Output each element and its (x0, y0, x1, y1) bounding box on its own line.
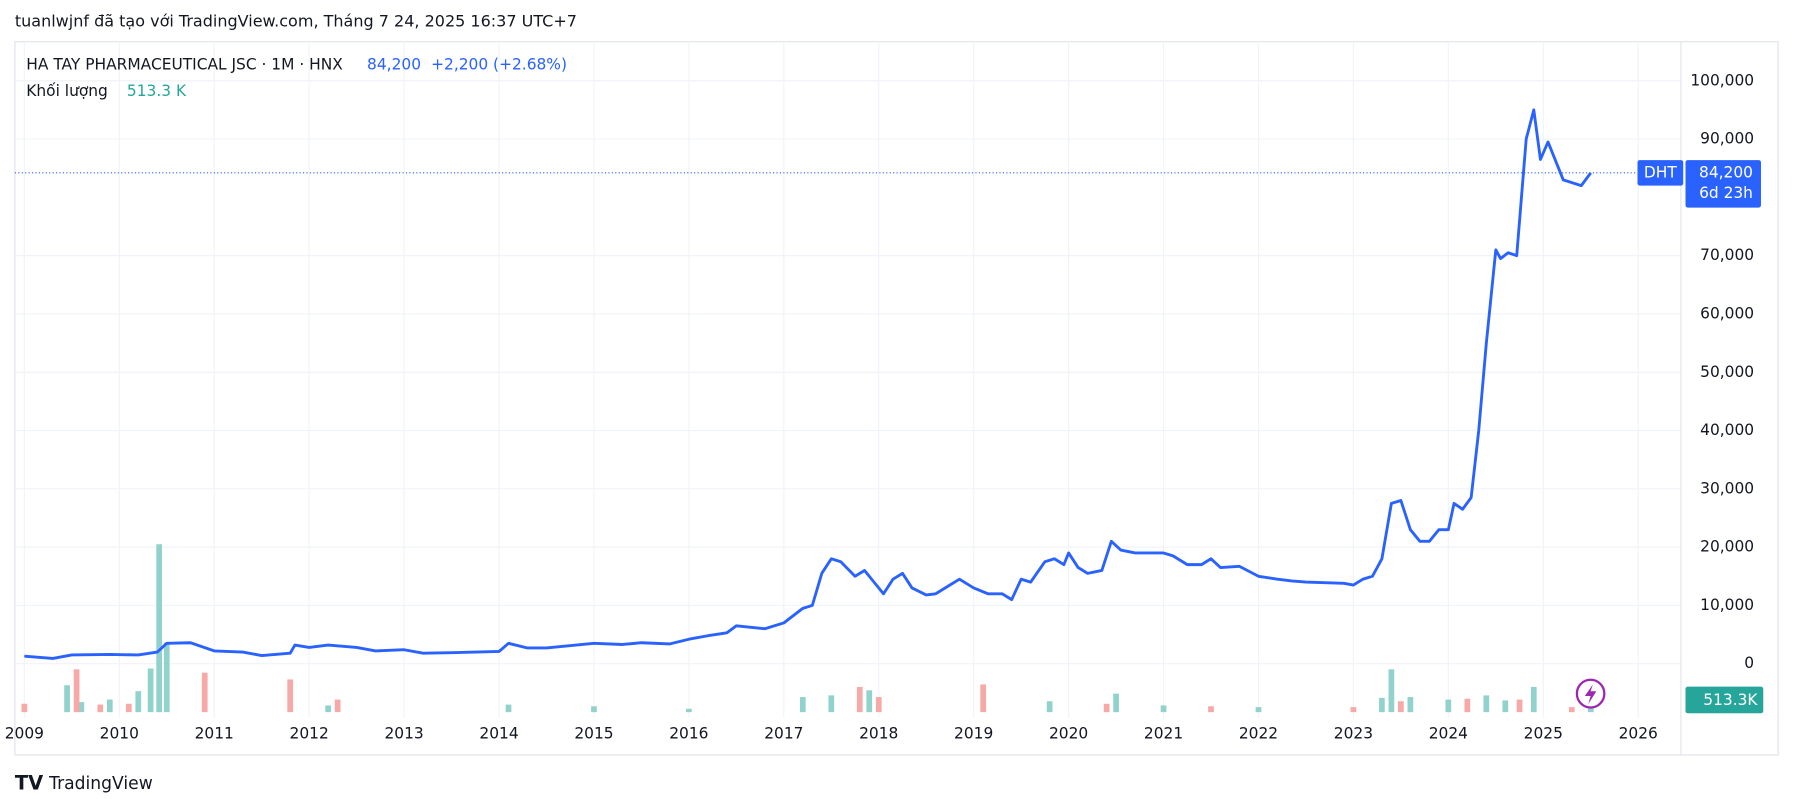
volume-bar (1445, 699, 1452, 713)
volume-bar (334, 699, 341, 713)
x-tick-label: 2021 (1144, 725, 1183, 743)
countdown: 6d 23h (1699, 184, 1753, 202)
volume-bar (1046, 701, 1053, 713)
x-tick-label: 2023 (1334, 725, 1373, 743)
x-tick-label: 2026 (1619, 725, 1658, 743)
volume-bar (1350, 707, 1357, 713)
x-tick-label: 2014 (479, 725, 518, 743)
volume-bar (135, 691, 142, 713)
legend-change: +2,200 (+2.68%) (431, 55, 567, 73)
footer-logo: TradingView (48, 774, 153, 794)
volume-bar (505, 704, 512, 713)
header: tuanlwjnf đã tạo với TradingView.com, Th… (15, 11, 577, 30)
y-tick-label: 70,000 (1700, 246, 1754, 264)
volume-bar (156, 544, 163, 713)
volume-bar (1160, 705, 1167, 713)
x-tick-label: 2019 (954, 725, 993, 743)
price-line (24, 108, 1592, 660)
x-tick-label: 2016 (669, 725, 708, 743)
volume-bar (73, 669, 80, 713)
x-tick-label: 2010 (100, 725, 139, 743)
y-tick-label: 40,000 (1700, 421, 1754, 439)
x-tick-label: 2022 (1239, 725, 1278, 743)
x-tick-label: 2011 (195, 725, 234, 743)
frame (14, 41, 1779, 756)
volume-bar (1103, 703, 1110, 713)
x-tick-label: 2017 (764, 725, 803, 743)
volume-legend-value: 513.3 K (127, 82, 187, 100)
y-tick-label: 0 (1744, 654, 1754, 672)
volume-bar (1255, 707, 1262, 713)
symbol: HA TAY PHARMACEUTICAL JSC · 1M · HNX (26, 55, 343, 73)
volume-bar (125, 703, 132, 713)
volume-tag-bg (1685, 686, 1764, 714)
price-tag-bg (1685, 160, 1761, 208)
x-tick-label: 2013 (384, 725, 423, 743)
y-tick-label: 100,000 (1690, 71, 1754, 89)
volume-bar (106, 699, 113, 713)
volume-bar (1483, 695, 1490, 713)
y-tick-label: 50,000 (1700, 363, 1754, 381)
volume-bar (147, 668, 154, 713)
volume-bar (287, 679, 294, 713)
volume-bar (1568, 707, 1575, 713)
x-tick-label: 2024 (1429, 725, 1468, 743)
x-tick-label: 2009 (5, 725, 44, 743)
volume-bar (21, 703, 28, 713)
y-tick-label: 20,000 (1700, 538, 1754, 556)
x-tick-label: 2020 (1049, 725, 1088, 743)
volume-bar (799, 697, 806, 713)
volume-bar (1516, 699, 1523, 713)
volume-bar (1530, 686, 1537, 713)
symbol-tag-bg (1637, 160, 1684, 186)
y-tick-label: 10,000 (1700, 596, 1754, 614)
volume-bar (1464, 698, 1471, 713)
volume-bar (78, 702, 85, 713)
volume-bar (1379, 697, 1385, 713)
x-tick-label: 2015 (574, 725, 613, 743)
volume-bar (828, 695, 835, 713)
x-tick-label: 2025 (1524, 725, 1563, 743)
volume-bar (201, 672, 208, 713)
volume-bar (1407, 697, 1414, 713)
volume-bar (980, 684, 987, 713)
price-tag: 84,200 (1699, 163, 1753, 181)
volume-bar (1113, 693, 1119, 713)
volume-bar (1502, 700, 1509, 713)
legend-price: 84,200 (367, 55, 421, 73)
volume-bar (97, 704, 104, 713)
volume-tag: 513.3K (1703, 691, 1758, 709)
volume-bar (875, 697, 882, 713)
logo-mark: 𝗧𝗩 (15, 771, 44, 794)
y-tick-label: 30,000 (1700, 479, 1754, 497)
symbol-tag: DHT (1644, 163, 1677, 181)
volume-bar (866, 690, 873, 713)
x-tick-label: 2018 (859, 725, 898, 743)
volume-bar (1398, 701, 1404, 713)
y-tick-label: 60,000 (1700, 304, 1754, 322)
volume-legend: Khối lượng (26, 82, 108, 100)
volume-bar (64, 685, 70, 713)
y-tick-label: 90,000 (1700, 129, 1754, 147)
x-tick-label: 2012 (290, 725, 329, 743)
volume-bar (163, 642, 170, 713)
volume-bar (1587, 707, 1594, 713)
volume-bar (591, 706, 597, 713)
volume-bar (1388, 669, 1395, 713)
volume-bar (325, 705, 332, 713)
volume-bar (686, 708, 692, 713)
volume-bar (1208, 706, 1214, 713)
volume-bar (856, 686, 863, 713)
alert-bolt (1584, 684, 1597, 705)
